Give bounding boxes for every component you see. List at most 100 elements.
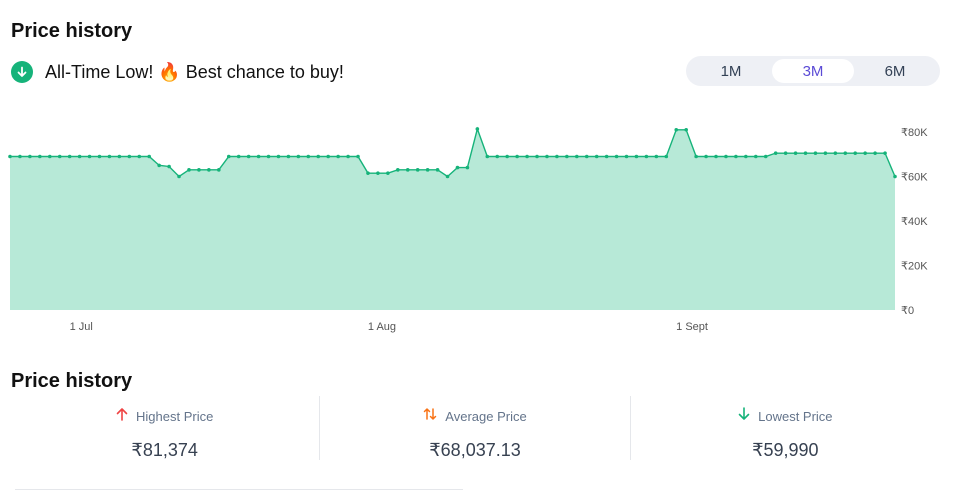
range-1m-button[interactable]: 1M bbox=[720, 62, 742, 80]
price-point bbox=[843, 151, 848, 155]
price-point bbox=[614, 154, 619, 159]
price-point bbox=[236, 154, 241, 159]
price-point bbox=[435, 168, 440, 172]
price-point bbox=[515, 154, 519, 159]
price-point bbox=[286, 154, 291, 159]
y-tick-label: ₹20K bbox=[901, 261, 928, 273]
y-tick-label: ₹0 bbox=[901, 305, 914, 317]
price-point bbox=[584, 154, 589, 159]
price-point bbox=[485, 154, 490, 159]
price-point bbox=[555, 154, 559, 159]
price-point bbox=[684, 127, 688, 132]
arrow-down-icon bbox=[738, 407, 750, 426]
range-toggle: 1M 3M 6M bbox=[686, 56, 940, 86]
price-point bbox=[714, 154, 718, 159]
x-tick-label: 1 Sept bbox=[676, 321, 708, 333]
arrow-up-icon bbox=[116, 407, 128, 426]
divider bbox=[15, 489, 463, 490]
price-area bbox=[10, 128, 895, 310]
y-tick-label: ₹40K bbox=[901, 216, 928, 228]
price-point bbox=[197, 168, 201, 172]
price-point bbox=[833, 151, 838, 155]
price-point bbox=[644, 154, 649, 159]
price-point bbox=[535, 154, 539, 159]
price-point bbox=[873, 151, 877, 155]
price-point bbox=[565, 154, 569, 159]
price-point bbox=[147, 154, 152, 159]
price-point bbox=[863, 151, 867, 155]
price-point bbox=[296, 154, 301, 159]
price-point bbox=[306, 154, 311, 159]
price-point bbox=[47, 154, 52, 159]
x-tick-label: 1 Jul bbox=[70, 321, 93, 333]
all-time-low-alert: All-Time Low! 🔥 Best chance to buy! bbox=[11, 61, 344, 83]
price-point bbox=[704, 154, 708, 159]
price-point bbox=[207, 168, 211, 172]
arrows-up-down-icon bbox=[423, 407, 437, 426]
price-point bbox=[276, 154, 281, 159]
price-point bbox=[773, 151, 778, 155]
price-point bbox=[157, 163, 161, 168]
price-point bbox=[465, 165, 470, 170]
range-3m-button[interactable]: 3M bbox=[772, 59, 854, 83]
price-point bbox=[823, 151, 828, 155]
highest-price-label: Highest Price bbox=[136, 409, 214, 424]
price-point bbox=[137, 154, 142, 159]
price-point bbox=[77, 154, 82, 159]
price-point bbox=[107, 154, 112, 159]
price-point bbox=[266, 154, 271, 159]
price-point bbox=[505, 154, 509, 159]
price-point bbox=[594, 154, 599, 159]
lowest-price-value: ₹59,990 bbox=[752, 440, 819, 460]
price-point bbox=[67, 154, 72, 159]
price-point bbox=[18, 154, 22, 159]
price-point bbox=[793, 151, 798, 155]
range-6m-button[interactable]: 6M bbox=[884, 62, 906, 80]
price-point bbox=[177, 174, 181, 179]
price-point bbox=[366, 171, 370, 175]
price-point bbox=[893, 174, 897, 179]
lowest-price-label: Lowest Price bbox=[758, 409, 833, 424]
price-point bbox=[226, 154, 231, 159]
lowest-price-stat: Lowest Price ₹59,990 bbox=[631, 396, 940, 460]
price-point bbox=[853, 151, 858, 155]
price-point bbox=[783, 151, 788, 155]
price-point bbox=[694, 154, 698, 159]
average-price-value: ₹68,037.13 bbox=[429, 440, 521, 460]
price-point bbox=[396, 168, 400, 172]
price-point bbox=[753, 154, 758, 159]
price-point bbox=[326, 154, 331, 159]
price-point bbox=[97, 154, 102, 159]
price-point bbox=[87, 154, 92, 159]
price-point bbox=[117, 154, 122, 159]
price-point bbox=[525, 154, 529, 159]
y-tick-label: ₹60K bbox=[901, 172, 928, 184]
price-point bbox=[495, 154, 500, 159]
page-title: Price history bbox=[11, 20, 133, 42]
price-stats: Highest Price ₹81,374 Average Price ₹68,… bbox=[10, 396, 940, 460]
y-tick-label: ₹80K bbox=[901, 127, 928, 139]
price-history-chart: ₹80K ₹60K ₹40K ₹20K ₹0 1 Jul 1 Aug 1 Sept bbox=[8, 126, 928, 333]
x-tick-label: 1 Aug bbox=[368, 321, 396, 333]
price-point bbox=[803, 151, 808, 155]
price-point bbox=[634, 154, 639, 159]
price-point bbox=[425, 168, 430, 172]
highest-price-stat: Highest Price ₹81,374 bbox=[10, 396, 321, 460]
price-point bbox=[127, 154, 132, 159]
price-point bbox=[256, 154, 261, 159]
price-point bbox=[883, 151, 887, 155]
price-point bbox=[674, 127, 679, 132]
price-point bbox=[654, 154, 659, 159]
highest-price-value: ₹81,374 bbox=[131, 440, 198, 460]
price-point bbox=[167, 164, 171, 169]
price-point bbox=[445, 174, 450, 179]
price-point bbox=[455, 165, 460, 170]
price-point bbox=[57, 154, 62, 159]
price-point bbox=[217, 168, 221, 172]
price-point bbox=[246, 154, 251, 159]
price-point bbox=[734, 154, 738, 159]
summary-title: Price history bbox=[11, 370, 133, 392]
price-point bbox=[336, 154, 340, 159]
price-point bbox=[604, 154, 609, 159]
price-point bbox=[575, 154, 579, 159]
